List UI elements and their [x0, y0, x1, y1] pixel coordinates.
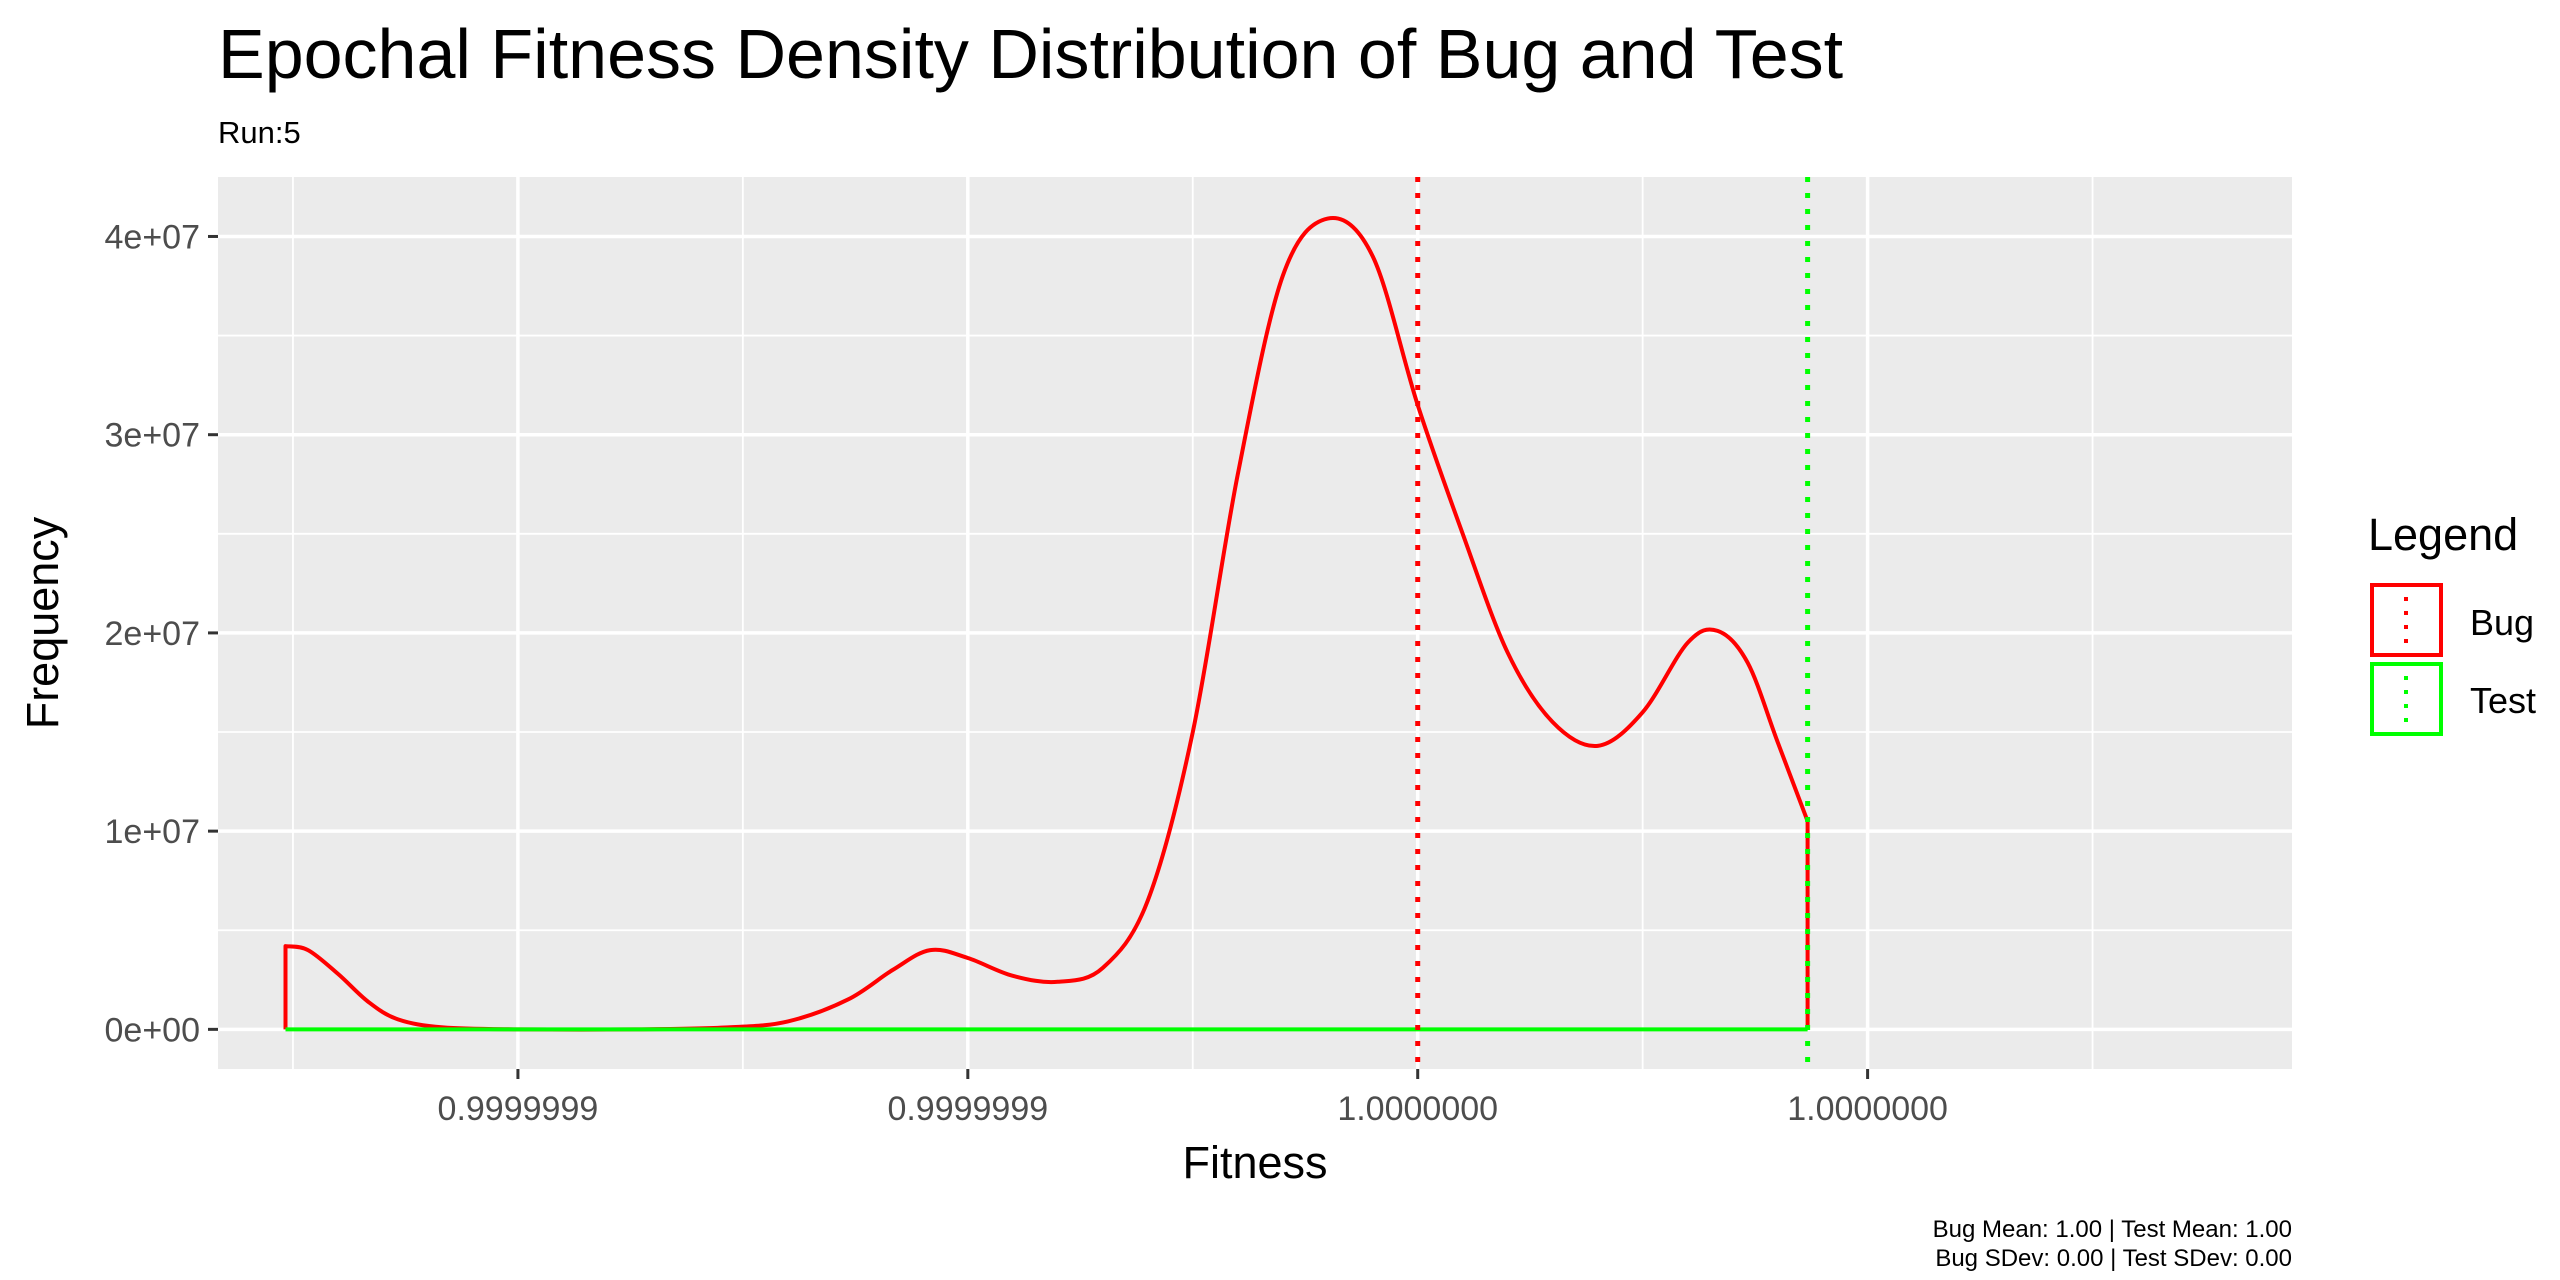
y-tick-label: 1e+07 [105, 813, 201, 851]
legend-key-bug [2370, 583, 2443, 657]
chart-title: Epochal Fitness Density Distribution of … [218, 15, 1843, 93]
y-tick-label: 4e+07 [105, 218, 201, 256]
x-tick-label: 0.9999999 [438, 1090, 599, 1128]
chart-subtitle: Run:5 [218, 115, 301, 150]
y-tick-label: 2e+07 [105, 615, 201, 653]
legend-key-test [2370, 662, 2443, 736]
x-axis-title: Fitness [1182, 1137, 1327, 1188]
y-axis-title: Frequency [17, 516, 68, 729]
legend-label-bug: Bug [2470, 602, 2534, 643]
x-tick-label: 0.9999999 [887, 1090, 1048, 1128]
caption-sdev: Bug SDev: 0.00 | Test SDev: 0.00 [1935, 1245, 2292, 1272]
plot-panel [218, 177, 2292, 1069]
legend-item-test: Test [2370, 662, 2536, 736]
mean-lines [1415, 177, 1811, 1069]
minor-grid [218, 177, 2292, 1069]
caption-means: Bug Mean: 1.00 | Test Mean: 1.00 [1933, 1216, 2292, 1243]
legend-title: Legend [2368, 509, 2518, 560]
series-layer [283, 216, 1810, 1032]
x-tick-label: 1.0000000 [1337, 1090, 1498, 1128]
x-tick-label: 1.0000000 [1787, 1090, 1948, 1128]
y-axis: 0e+00 1e+07 2e+07 3e+07 4e+07 [105, 218, 218, 1049]
legend: Legend Bug Test [2368, 509, 2536, 736]
legend-item-bug: Bug [2370, 583, 2534, 657]
y-tick-label: 3e+07 [105, 417, 201, 455]
x-axis: 0.9999999 0.9999999 1.0000000 1.0000000 [438, 1069, 1948, 1128]
major-grid [218, 177, 2292, 1069]
legend-label-test: Test [2470, 680, 2536, 721]
y-tick-label: 0e+00 [105, 1011, 201, 1049]
